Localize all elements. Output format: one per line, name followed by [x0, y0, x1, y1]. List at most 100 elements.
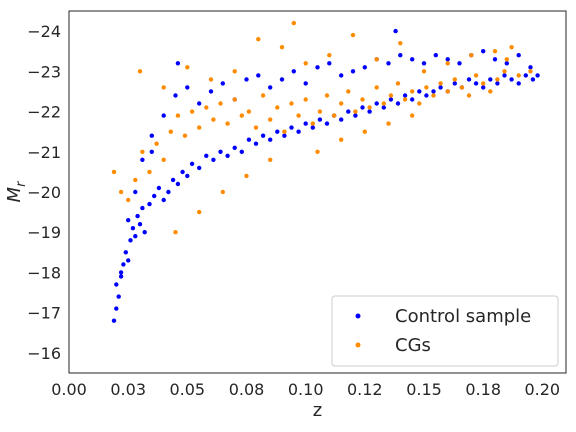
point-cgs: [244, 173, 249, 179]
point-cgs: [353, 109, 358, 114]
point-control-sample: [126, 218, 131, 223]
point-cgs: [350, 32, 356, 38]
point-control-sample: [473, 81, 479, 86]
point-control-sample: [516, 81, 521, 86]
point-control-sample: [173, 93, 178, 98]
point-control-sample: [156, 185, 162, 191]
point-control-sample: [140, 205, 145, 211]
point-cgs: [268, 157, 273, 162]
point-cgs: [398, 41, 403, 46]
point-control-sample: [417, 89, 422, 94]
point-cgs: [118, 189, 124, 195]
point-cgs: [410, 89, 415, 94]
point-control-sample: [253, 141, 259, 146]
point-control-sample: [130, 226, 136, 231]
point-cgs: [374, 85, 379, 90]
y-tick-label: −18: [27, 263, 61, 282]
point-control-sample: [118, 270, 124, 275]
y-tick-label: −19: [27, 223, 61, 242]
point-cgs: [452, 77, 457, 82]
point-cgs: [256, 37, 261, 42]
point-control-sample: [488, 77, 493, 82]
point-control-sample: [126, 258, 131, 263]
point-cgs: [168, 129, 173, 134]
points-layer: [111, 20, 540, 323]
point-cgs: [296, 113, 301, 118]
y-tick-label: −22: [27, 103, 61, 122]
point-cgs: [246, 109, 252, 114]
point-control-sample: [289, 125, 294, 130]
point-cgs: [189, 109, 195, 114]
point-control-sample: [147, 201, 152, 207]
legend-box: [331, 295, 559, 367]
y-tick-label: −20: [27, 183, 61, 202]
point-cgs: [279, 45, 285, 50]
point-control-sample: [504, 61, 509, 66]
point-cgs: [481, 81, 486, 86]
point-cgs: [282, 129, 287, 134]
point-control-sample: [324, 121, 330, 126]
plot-frame: [68, 10, 567, 374]
point-cgs: [268, 117, 273, 122]
point-cgs: [208, 77, 214, 82]
point-control-sample: [350, 69, 356, 74]
point-control-sample: [123, 250, 128, 255]
point-control-sample: [185, 173, 190, 179]
point-control-sample: [118, 274, 124, 279]
point-control-sample: [220, 81, 225, 86]
point-control-sample: [256, 73, 261, 78]
point-control-sample: [128, 238, 133, 243]
point-cgs: [469, 53, 474, 58]
point-cgs: [374, 57, 379, 62]
point-control-sample: [509, 77, 514, 82]
point-control-sample: [142, 230, 147, 235]
point-cgs: [315, 149, 320, 154]
point-cgs: [386, 121, 391, 126]
point-control-sample: [161, 113, 166, 118]
point-cgs: [161, 157, 166, 162]
x-tick-label: 0.12: [347, 380, 383, 399]
point-control-sample: [303, 81, 308, 86]
point-control-sample: [528, 65, 533, 70]
point-cgs: [388, 93, 394, 98]
point-control-sample: [495, 81, 500, 86]
point-cgs: [339, 101, 344, 106]
point-cgs: [232, 97, 237, 102]
point-cgs: [504, 57, 509, 62]
point-cgs: [197, 125, 202, 130]
point-cgs: [381, 101, 386, 106]
point-control-sample: [296, 129, 301, 134]
point-cgs: [218, 101, 223, 106]
point-control-sample: [268, 137, 273, 142]
point-control-sample: [502, 73, 507, 78]
point-control-sample: [402, 93, 408, 98]
point-cgs: [528, 69, 533, 74]
point-control-sample: [197, 101, 202, 106]
point-cgs: [140, 149, 145, 154]
point-control-sample: [481, 49, 486, 54]
point-control-sample: [362, 65, 367, 70]
point-cgs: [324, 93, 330, 98]
x-tick-label: 0.10: [288, 380, 324, 399]
point-control-sample: [433, 53, 438, 58]
point-cgs: [211, 117, 216, 122]
point-control-sample: [431, 89, 436, 94]
point-cgs: [424, 85, 429, 90]
point-cgs: [360, 97, 365, 102]
point-control-sample: [452, 81, 457, 86]
point-control-sample: [315, 65, 320, 70]
point-control-sample: [111, 318, 117, 323]
point-cgs: [327, 53, 332, 58]
point-control-sample: [457, 61, 462, 66]
point-control-sample: [161, 197, 166, 203]
point-control-sample: [466, 77, 472, 82]
legend-marker-control-sample: [355, 313, 361, 319]
point-control-sample: [175, 61, 181, 66]
point-control-sample: [516, 53, 521, 58]
point-cgs: [317, 109, 323, 114]
point-cgs: [445, 61, 450, 66]
point-control-sample: [424, 93, 429, 98]
point-cgs: [473, 73, 479, 78]
point-cgs: [402, 97, 408, 102]
